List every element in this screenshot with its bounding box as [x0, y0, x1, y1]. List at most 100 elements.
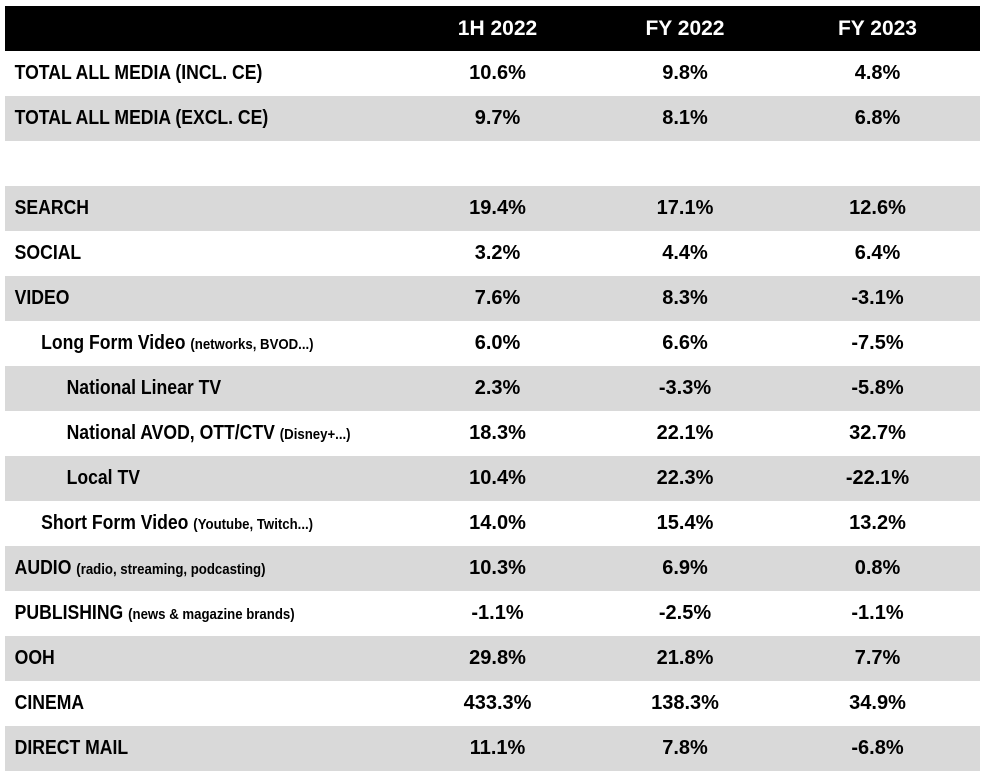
row-label-note: (networks, BVOD...) — [190, 336, 314, 353]
value-cell: 29.8% — [469, 647, 526, 669]
row-label-note: (Disney+...) — [279, 426, 351, 443]
row-label-note: (news & magazine brands) — [128, 606, 295, 623]
value-cell: 0.8% — [854, 557, 901, 579]
value-cell: -5.8% — [851, 377, 904, 399]
table-row: TOTAL ALL MEDIA (EXCL. CE) 9.7% 8.1% 6.8% — [5, 96, 980, 141]
value-cell: 8.1% — [662, 107, 708, 129]
table-row: DIRECT MAIL 11.1% 7.8% -6.8% — [5, 726, 980, 771]
value-cell: -3.1% — [851, 287, 904, 309]
spacer-row — [5, 141, 980, 186]
value-cell: 7.7% — [854, 647, 901, 669]
table-row: SOCIAL 3.2% 4.4% 6.4% — [5, 231, 980, 276]
value-cell: 15.4% — [656, 512, 714, 534]
table-row: PUBLISHING (news & magazine brands) -1.1%… — [5, 591, 980, 636]
value-cell: -22.1% — [845, 467, 910, 489]
row-label-text: TOTAL ALL MEDIA (INCL. CE) — [14, 62, 263, 84]
table-row: Local TV 10.4% 22.3% -22.1% — [5, 456, 980, 501]
value-cell: 9.7% — [474, 107, 521, 129]
column-header-fy-2022: FY 2022 — [645, 16, 725, 40]
table-row: Long Form Video (networks, BVOD...) 6.0% 6… — [5, 321, 980, 366]
growth-table: 1H 2022 FY 2022 FY 2023 TOTAL ALL MEDIA … — [5, 6, 980, 771]
row-label: VIDEO — [5, 287, 353, 310]
value-cell: -7.5% — [851, 332, 904, 354]
row-label: National Linear TV — [5, 377, 353, 400]
table-row: Short Form Video (Youtube, Twitch...) 14.… — [5, 501, 980, 546]
row-label-text: CINEMA — [14, 692, 85, 714]
row-label-note: (radio, streaming, podcasting) — [76, 561, 266, 578]
value-cell: 10.6% — [469, 62, 526, 84]
value-cell: 12.6% — [849, 197, 906, 219]
value-cell: 6.6% — [662, 332, 708, 354]
column-header-1h-2022: 1H 2022 — [457, 16, 538, 40]
row-label: National AVOD, OTT/CTV (Disney+...) — [5, 422, 353, 445]
row-label-text: National Linear TV — [66, 377, 222, 399]
row-label-text: PUBLISHING — [14, 602, 124, 624]
value-cell: 9.8% — [662, 62, 708, 84]
row-label-text: Long Form Video — [41, 332, 186, 354]
value-cell: 18.3% — [469, 422, 526, 444]
row-label: SOCIAL — [5, 242, 353, 265]
value-cell: 4.8% — [854, 62, 901, 84]
value-cell: 7.6% — [474, 287, 521, 309]
row-label: OOH — [5, 647, 353, 670]
value-cell: 34.9% — [849, 692, 906, 714]
row-label-text: Short Form Video — [41, 512, 189, 534]
value-cell: 21.8% — [656, 647, 714, 669]
row-label-text: SEARCH — [14, 197, 89, 219]
row-label-text: Local TV — [66, 467, 140, 489]
value-cell: 7.8% — [662, 737, 708, 759]
row-label: Long Form Video (networks, BVOD...) — [5, 332, 353, 355]
column-header-fy-2023: FY 2023 — [837, 16, 917, 40]
value-cell: 14.0% — [469, 512, 526, 534]
row-label: CINEMA — [5, 692, 353, 715]
value-cell: -3.3% — [658, 377, 712, 399]
table-row: National AVOD, OTT/CTV (Disney+...) 18.3%… — [5, 411, 980, 456]
table-body: TOTAL ALL MEDIA (INCL. CE) 10.6% 9.8% 4.8% T… — [5, 51, 980, 771]
value-cell: 13.2% — [849, 512, 906, 534]
value-cell: 10.4% — [469, 467, 526, 489]
value-cell: 22.3% — [656, 467, 714, 489]
row-label: DIRECT MAIL — [5, 737, 353, 760]
table-row: VIDEO 7.6% 8.3% -3.1% — [5, 276, 980, 321]
value-cell: 2.3% — [474, 377, 521, 399]
row-label: PUBLISHING (news & magazine brands) — [5, 602, 353, 625]
value-cell: 17.1% — [656, 197, 714, 219]
table-header: 1H 2022 FY 2022 FY 2023 — [5, 6, 980, 51]
row-label-text: VIDEO — [14, 287, 70, 309]
value-cell: 138.3% — [651, 692, 719, 714]
row-label: Short Form Video (Youtube, Twitch...) — [5, 512, 353, 535]
value-cell: 3.2% — [474, 242, 521, 264]
value-cell: 6.9% — [662, 557, 708, 579]
row-label-text: TOTAL ALL MEDIA (EXCL. CE) — [14, 107, 269, 129]
value-cell: -6.8% — [851, 737, 904, 759]
table-row: SEARCH 19.4% 17.1% 12.6% — [5, 186, 980, 231]
row-label: TOTAL ALL MEDIA (EXCL. CE) — [5, 107, 353, 130]
row-label-text: DIRECT MAIL — [14, 737, 129, 759]
table-row: AUDIO (radio, streaming, podcasting) 10.3… — [5, 546, 980, 591]
row-label-note: (Youtube, Twitch...) — [193, 516, 314, 533]
table-row: OOH 29.8% 21.8% 7.7% — [5, 636, 980, 681]
row-label-text: OOH — [14, 647, 55, 669]
row-label: Local TV — [5, 467, 353, 490]
value-cell: -1.1% — [851, 602, 904, 624]
row-label: SEARCH — [5, 197, 353, 220]
value-cell: 433.3% — [463, 692, 532, 714]
value-cell: 22.1% — [656, 422, 714, 444]
value-cell: 19.4% — [469, 197, 526, 219]
table-row: CINEMA 433.3% 138.3% 34.9% — [5, 681, 980, 726]
value-cell: 10.3% — [469, 557, 526, 579]
table-row: TOTAL ALL MEDIA (INCL. CE) 10.6% 9.8% 4.8% — [5, 51, 980, 96]
row-label: TOTAL ALL MEDIA (INCL. CE) — [5, 62, 353, 85]
value-cell: -1.1% — [471, 602, 524, 624]
value-cell: -2.5% — [658, 602, 712, 624]
row-label: AUDIO (radio, streaming, podcasting) — [5, 557, 353, 580]
value-cell: 4.4% — [662, 242, 708, 264]
row-label-text: AUDIO — [14, 557, 72, 579]
value-cell: 6.8% — [854, 107, 901, 129]
value-cell: 8.3% — [662, 287, 708, 309]
value-cell: 6.4% — [854, 242, 901, 264]
row-label-text: National AVOD, OTT/CTV — [66, 422, 275, 444]
row-label-text: SOCIAL — [14, 242, 82, 264]
table-row: National Linear TV 2.3% -3.3% -5.8% — [5, 366, 980, 411]
value-cell: 6.0% — [474, 332, 521, 354]
